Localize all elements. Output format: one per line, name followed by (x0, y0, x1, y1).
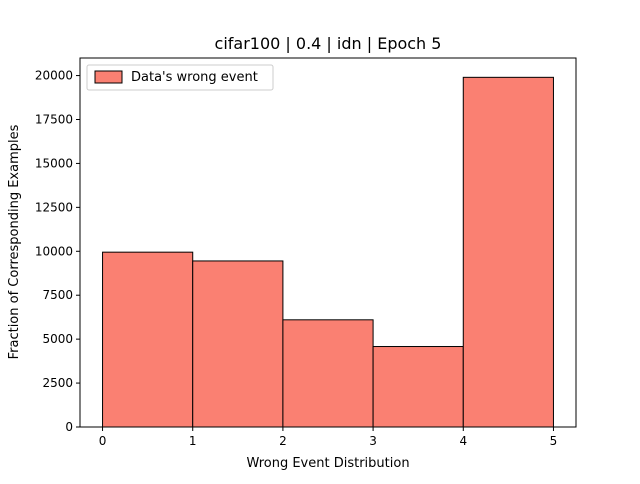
y-tick-label: 0 (65, 420, 73, 434)
legend-label: Data's wrong event (131, 70, 258, 85)
x-tick-label: 2 (279, 434, 287, 448)
y-tick-label: 2500 (42, 376, 73, 390)
x-axis-label: Wrong Event Distribution (246, 456, 409, 471)
legend: Data's wrong event (86, 64, 274, 91)
histogram-bar (102, 251, 194, 428)
histogram-bar (462, 76, 554, 428)
x-tick-label: 4 (459, 434, 467, 448)
y-axis-label: Fraction of Corresponding Examples (7, 124, 22, 359)
x-tick-label: 0 (99, 434, 107, 448)
y-tick-label: 5000 (42, 332, 73, 346)
legend-swatch (94, 70, 123, 84)
legend-box (86, 64, 274, 91)
bars-layer (102, 76, 554, 428)
y-tick-label: 7500 (42, 288, 73, 302)
histogram-bar (192, 260, 284, 428)
x-tick-label: 3 (369, 434, 377, 448)
y-ticks: 0 2500 5000 7500 10000 12500 15000 17500 20000 (35, 69, 80, 434)
y-tick-label: 12500 (35, 200, 73, 214)
histogram-bar (372, 346, 464, 428)
y-tick-label: 10000 (35, 244, 73, 258)
y-tick-label: 17500 (35, 113, 73, 127)
y-tick-label: 20000 (35, 69, 73, 83)
y-tick-label: 15000 (35, 156, 73, 170)
x-tick-label: 5 (550, 434, 558, 448)
x-tick-label: 1 (189, 434, 197, 448)
histogram-bar (282, 319, 374, 428)
chart-title: cifar100 | 0.4 | idn | Epoch 5 (215, 34, 442, 53)
x-ticks: 0 1 2 3 4 5 (99, 427, 558, 448)
plot-frame (79, 57, 577, 428)
